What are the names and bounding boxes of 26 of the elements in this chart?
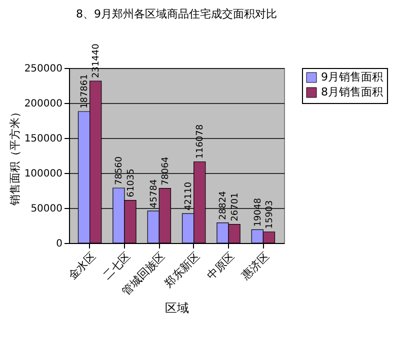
y-tick-label: 100000 <box>24 168 62 180</box>
y-tick-label: 200000 <box>24 98 62 110</box>
data-label: 187861 <box>80 74 90 108</box>
y-tick-label: 0 <box>56 238 62 250</box>
legend-label: 8月销售面积 <box>321 86 383 98</box>
y-tick-label: 250000 <box>24 64 62 74</box>
chart-title: 8、9月郑州各区域商品住宅成交面积对比 <box>76 8 277 21</box>
x-tick-label: 中原区 <box>204 250 237 282</box>
data-label: 116078 <box>196 124 206 159</box>
data-label: 78064 <box>160 156 171 186</box>
data-label: 15903 <box>264 200 275 229</box>
data-label: 78560 <box>114 156 125 186</box>
y-tick-label: 150000 <box>24 134 62 144</box>
x-axis-title: 区域 <box>165 301 189 316</box>
data-label: 231440 <box>92 43 102 78</box>
data-label: 61035 <box>126 168 136 198</box>
x-tick-label: 惠济区 <box>238 250 272 284</box>
legend-label: 9月销售面积 <box>321 70 383 84</box>
y-axis-title: 销售面积（平方米） <box>8 106 22 206</box>
data-label: 28824 <box>218 190 229 220</box>
x-tick-label: 金水区 <box>66 250 98 282</box>
data-label: 42110 <box>184 182 194 211</box>
data-label: 19048 <box>253 198 264 227</box>
data-label: 26701 <box>230 192 240 222</box>
data-label: 45784 <box>149 179 160 208</box>
y-tick-label: 50000 <box>30 204 62 214</box>
